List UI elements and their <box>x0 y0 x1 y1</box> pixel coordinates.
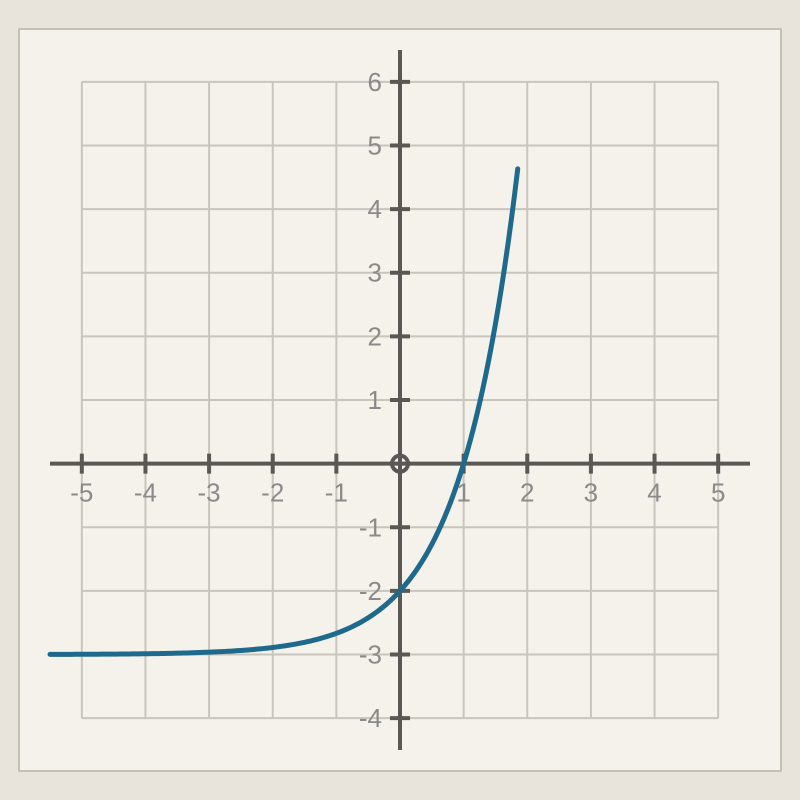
x-tick-label: 5 <box>711 478 725 508</box>
x-tick-label: -1 <box>325 478 348 508</box>
y-tick-label: 1 <box>368 385 382 415</box>
exponential-curve <box>50 169 518 655</box>
coordinate-plane: -5-4-3-2-112345-1-2-3-4123456 <box>18 28 782 772</box>
y-tick-label: 2 <box>368 321 382 351</box>
y-tick-label: 6 <box>368 67 382 97</box>
y-tick-label: -4 <box>359 703 382 733</box>
y-tick-label: -3 <box>359 640 382 670</box>
y-tick-label: -2 <box>359 576 382 606</box>
x-tick-label: -2 <box>261 478 284 508</box>
x-tick-label: -5 <box>70 478 93 508</box>
y-tick-label: -1 <box>359 512 382 542</box>
x-tick-label: 3 <box>584 478 598 508</box>
x-tick-label: -3 <box>198 478 221 508</box>
y-tick-label: 3 <box>368 258 382 288</box>
x-tick-label: -4 <box>134 478 157 508</box>
x-tick-label: 2 <box>520 478 534 508</box>
y-tick-label: 5 <box>368 130 382 160</box>
x-tick-label: 4 <box>647 478 661 508</box>
y-tick-label: 4 <box>368 194 382 224</box>
chart-svg: -5-4-3-2-112345-1-2-3-4123456 <box>20 30 780 770</box>
